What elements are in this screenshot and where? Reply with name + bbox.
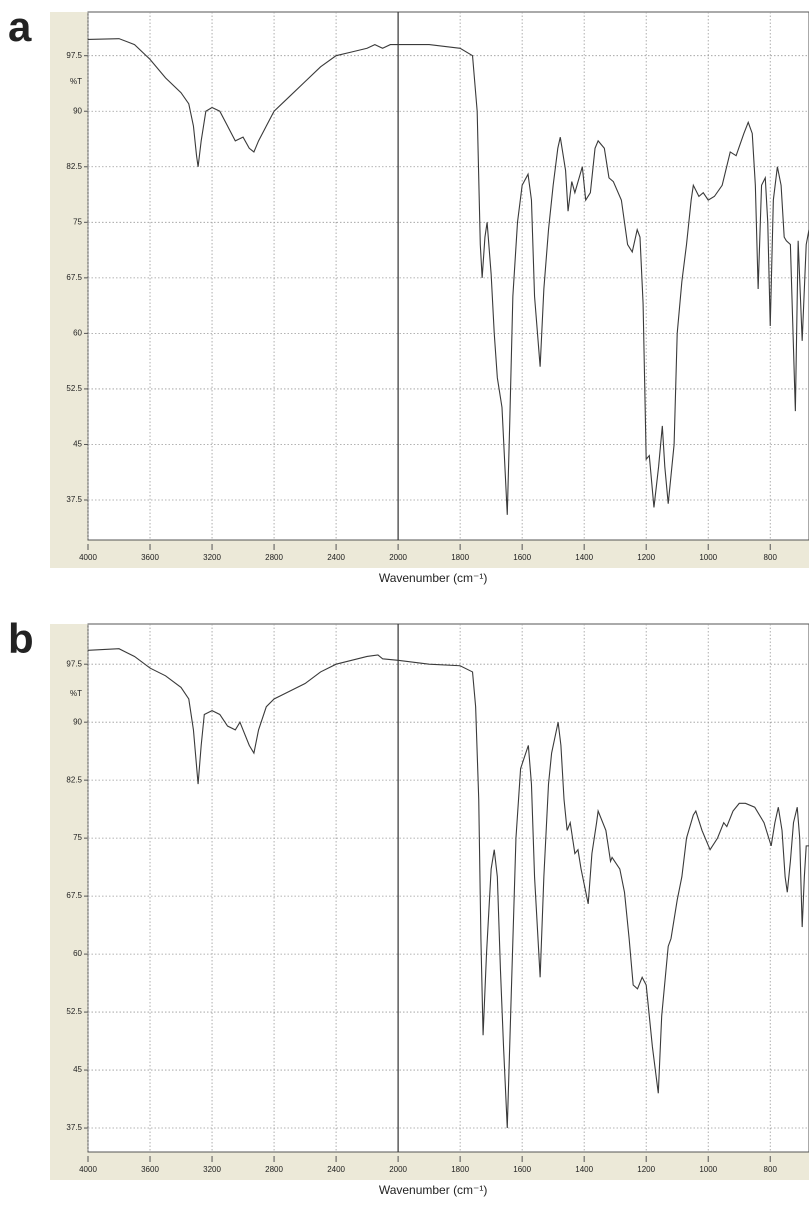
x-tick-label: 1000: [699, 1165, 717, 1174]
y-axis-label: %T: [70, 77, 82, 86]
y-tick-label: 82.5: [66, 775, 82, 784]
panel-label: b: [8, 615, 34, 662]
x-tick-label: 1800: [451, 1165, 469, 1174]
y-tick-label: 75: [73, 833, 82, 842]
x-tick-label: 1200: [637, 553, 655, 562]
y-tick-label: 90: [73, 106, 82, 115]
x-tick-label: 800: [764, 1165, 778, 1174]
x-tick-label: 1000: [699, 553, 717, 562]
plot-area: [87, 11, 809, 541]
spectrum-line: [88, 38, 809, 515]
y-tick-label: 60: [73, 329, 82, 338]
y-tick-label: 45: [73, 1065, 82, 1074]
x-tick-label: 2400: [327, 553, 345, 562]
x-tick-label: 1800: [451, 553, 469, 562]
x-tick-label: 1600: [513, 1165, 531, 1174]
x-tick-label: 3200: [203, 1165, 221, 1174]
y-tick-label: 75: [73, 217, 82, 226]
x-tick-label: 800: [764, 553, 778, 562]
y-tick-label: 67.5: [66, 891, 82, 900]
x-tick-label: 2800: [265, 553, 283, 562]
x-tick-label: 1400: [575, 553, 593, 562]
x-tick-label: 1600: [513, 553, 531, 562]
y-tick-label: 82.5: [66, 162, 82, 171]
spectrum-line: [88, 648, 809, 1129]
y-tick-label: 67.5: [66, 273, 82, 282]
y-tick-label: 60: [73, 949, 82, 958]
x-tick-label: 2000: [389, 553, 407, 562]
plot-area: [87, 623, 809, 1153]
panel-label: a: [8, 3, 32, 50]
y-tick-label: 52.5: [66, 384, 82, 393]
x-tick-label: 3200: [203, 553, 221, 562]
y-tick-label: 45: [73, 440, 82, 449]
y-axis-label: %T: [70, 689, 82, 698]
y-tick-label: 37.5: [66, 495, 82, 504]
y-tick-label: 97.5: [66, 51, 82, 60]
x-tick-label: 1200: [637, 1165, 655, 1174]
x-tick-label: 1400: [575, 1165, 593, 1174]
y-tick-label: 37.5: [66, 1123, 82, 1132]
x-tick-label: 2400: [327, 1165, 345, 1174]
x-tick-label: 4000: [79, 1165, 97, 1174]
y-tick-label: 97.5: [66, 659, 82, 668]
y-tick-label: 52.5: [66, 1007, 82, 1016]
x-tick-label: 4000: [79, 553, 97, 562]
x-axis-title: Wavenumber (cm⁻¹): [379, 1183, 488, 1197]
x-tick-label: 2000: [389, 1165, 407, 1174]
x-tick-label: 2800: [265, 1165, 283, 1174]
y-tick-label: 90: [73, 717, 82, 726]
x-tick-label: 3600: [141, 553, 159, 562]
x-tick-label: 3600: [141, 1165, 159, 1174]
x-axis-title: Wavenumber (cm⁻¹): [379, 571, 488, 585]
